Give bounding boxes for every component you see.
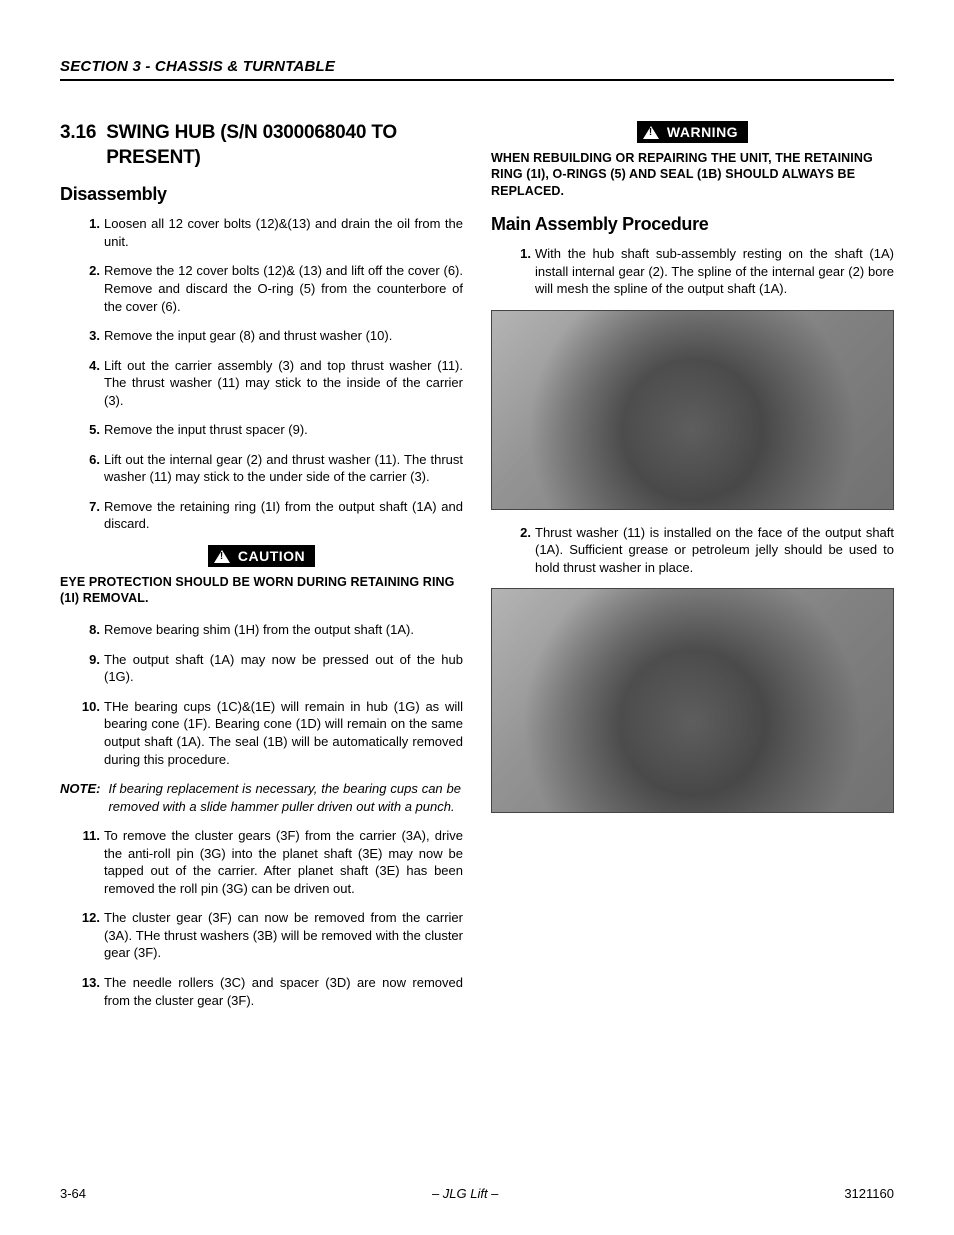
assembly-photo-1: [491, 310, 894, 510]
caution-label: CAUTION: [238, 548, 305, 564]
assembly-heading: Main Assembly Procedure: [491, 214, 894, 235]
footer-brand: – JLG Lift –: [432, 1186, 498, 1201]
step-item: Thrust washer (11) is installed on the f…: [535, 524, 894, 577]
left-column: 3.16 SWING HUB (S/N 0300068040 TO PRESEN…: [60, 121, 463, 1021]
warning-badge-wrap: WARNING: [491, 121, 894, 144]
warning-triangle-icon: [643, 126, 659, 139]
two-column-layout: 3.16 SWING HUB (S/N 0300068040 TO PRESEN…: [60, 121, 894, 1021]
right-column: WARNING WHEN REBUILDING OR REPAIRING THE…: [491, 121, 894, 1021]
step-item: Remove the retaining ring (1I) from the …: [104, 498, 463, 533]
assembly-step-2: Thrust washer (11) is installed on the f…: [491, 524, 894, 577]
step-item: With the hub shaft sub-assembly resting …: [535, 245, 894, 298]
footer-manual-number: 3121160: [844, 1186, 894, 1201]
note-text: If bearing replacement is necessary, the…: [108, 780, 463, 815]
step-item: The cluster gear (3F) can now be removed…: [104, 909, 463, 962]
warning-badge: WARNING: [637, 121, 748, 143]
step-item: The output shaft (1A) may now be pressed…: [104, 651, 463, 686]
step-item: Lift out the carrier assembly (3) and to…: [104, 357, 463, 410]
warning-triangle-icon: [214, 550, 230, 563]
step-item: Remove the input gear (8) and thrust was…: [104, 327, 463, 345]
step-item: Remove the 12 cover bolts (12)& (13) and…: [104, 262, 463, 315]
disassembly-steps-11-13: To remove the cluster gears (3F) from th…: [60, 827, 463, 1009]
page-header: SECTION 3 - CHASSIS & TURNTABLE: [60, 58, 894, 81]
disassembly-heading: Disassembly: [60, 184, 463, 205]
step-item: Remove bearing shim (1H) from the output…: [104, 621, 463, 639]
step-item: THe bearing cups (1C)&(1E) will remain i…: [104, 698, 463, 768]
section-label: SECTION 3 - CHASSIS & TURNTABLE: [60, 58, 894, 75]
step-item: Loosen all 12 cover bolts (12)&(13) and …: [104, 215, 463, 250]
disassembly-steps-1-7: Loosen all 12 cover bolts (12)&(13) and …: [60, 215, 463, 533]
step-item: Lift out the internal gear (2) and thrus…: [104, 451, 463, 486]
footer-page-number: 3-64: [60, 1186, 86, 1201]
note-label: NOTE:: [60, 780, 100, 815]
caution-badge: CAUTION: [208, 545, 315, 567]
step-item: To remove the cluster gears (3F) from th…: [104, 827, 463, 897]
disassembly-steps-8-10: Remove bearing shim (1H) from the output…: [60, 621, 463, 768]
note-block: NOTE: If bearing replacement is necessar…: [60, 780, 463, 815]
assembly-photo-2: [491, 588, 894, 813]
caution-text: EYE PROTECTION SHOULD BE WORN DURING RET…: [60, 574, 463, 608]
section-title: 3.16 SWING HUB (S/N 0300068040 TO PRESEN…: [60, 121, 463, 170]
section-number: 3.16: [60, 121, 96, 170]
warning-label: WARNING: [667, 124, 738, 140]
caution-badge-wrap: CAUTION: [60, 545, 463, 568]
assembly-step-1: With the hub shaft sub-assembly resting …: [491, 245, 894, 298]
step-item: The needle rollers (3C) and spacer (3D) …: [104, 974, 463, 1009]
warning-text: WHEN REBUILDING OR REPAIRING THE UNIT, T…: [491, 150, 894, 201]
section-name: SWING HUB (S/N 0300068040 TO PRESENT): [106, 121, 463, 170]
step-item: Remove the input thrust spacer (9).: [104, 421, 463, 439]
page-footer: 3-64 – JLG Lift – 3121160: [60, 1186, 894, 1201]
